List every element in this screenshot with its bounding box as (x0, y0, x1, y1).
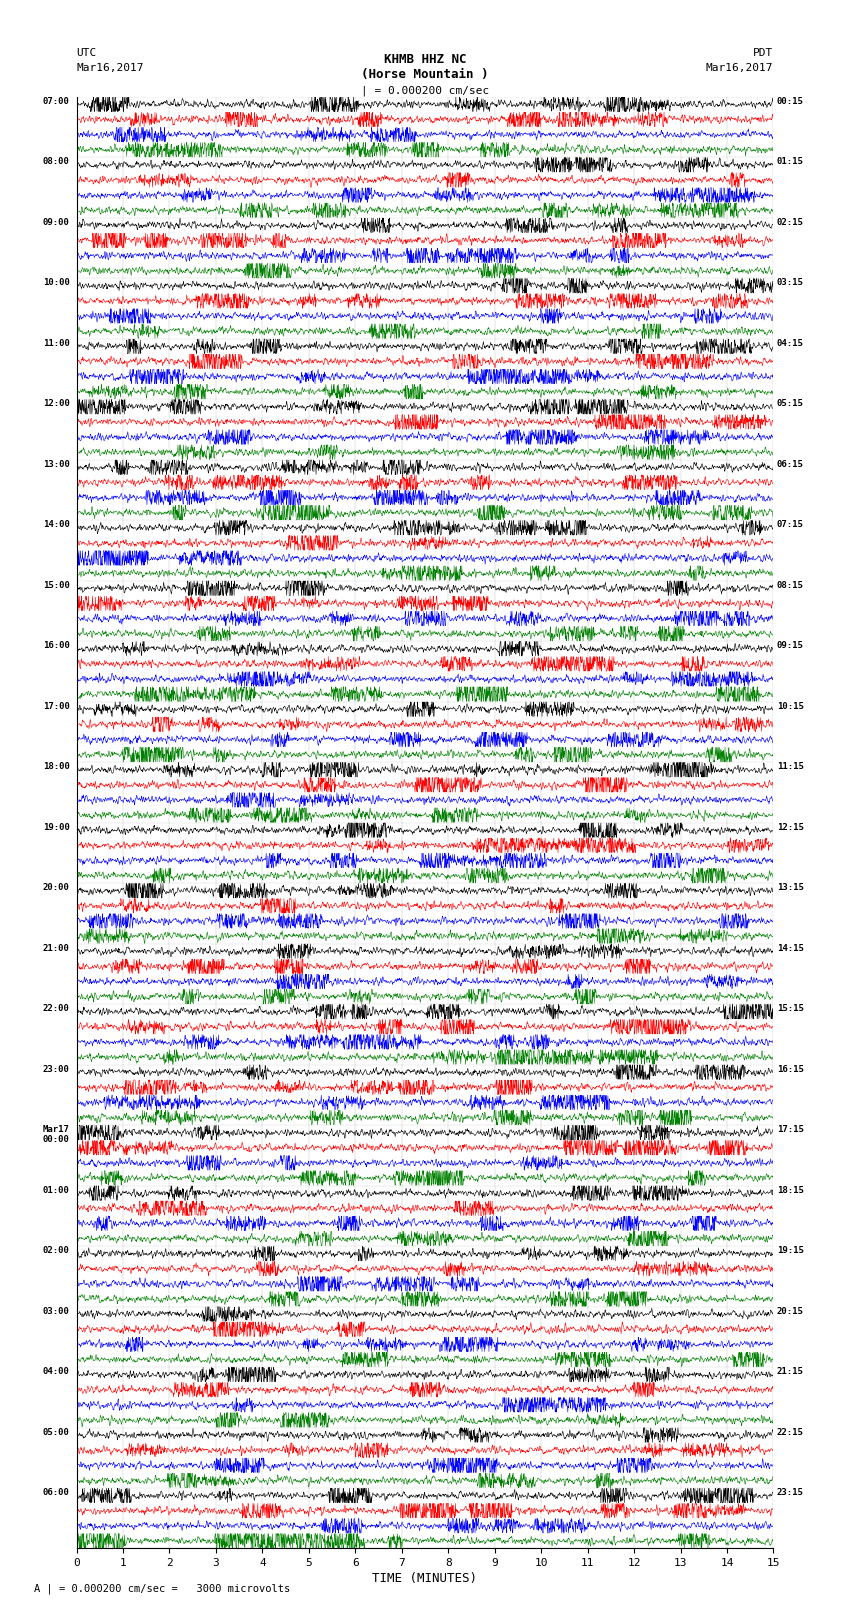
Text: 13:15: 13:15 (777, 884, 804, 892)
Text: 21:00: 21:00 (42, 944, 70, 953)
Text: 12:15: 12:15 (777, 823, 804, 832)
Text: 02:15: 02:15 (777, 218, 804, 227)
Text: (Horse Mountain ): (Horse Mountain ) (361, 68, 489, 81)
Text: 10:15: 10:15 (777, 702, 804, 711)
Text: 15:00: 15:00 (42, 581, 70, 590)
Text: Mar16,2017: Mar16,2017 (706, 63, 774, 73)
Text: 06:15: 06:15 (777, 460, 804, 469)
Text: 05:15: 05:15 (777, 400, 804, 408)
Text: 04:00: 04:00 (42, 1368, 70, 1376)
Text: 08:15: 08:15 (777, 581, 804, 590)
Text: 17:00: 17:00 (42, 702, 70, 711)
Text: 16:00: 16:00 (42, 642, 70, 650)
Text: 14:00: 14:00 (42, 521, 70, 529)
Text: 01:15: 01:15 (777, 158, 804, 166)
Text: 12:00: 12:00 (42, 400, 70, 408)
Text: 06:00: 06:00 (42, 1487, 70, 1497)
Text: 18:00: 18:00 (42, 763, 70, 771)
Text: 23:15: 23:15 (777, 1487, 804, 1497)
Text: 01:00: 01:00 (42, 1186, 70, 1195)
Text: 10:00: 10:00 (42, 279, 70, 287)
Text: 14:15: 14:15 (777, 944, 804, 953)
Text: 07:00: 07:00 (42, 97, 70, 106)
Text: 05:00: 05:00 (42, 1428, 70, 1437)
Text: 02:00: 02:00 (42, 1245, 70, 1255)
Text: 15:15: 15:15 (777, 1003, 804, 1013)
Text: 22:15: 22:15 (777, 1428, 804, 1437)
Text: 16:15: 16:15 (777, 1065, 804, 1074)
Text: 19:00: 19:00 (42, 823, 70, 832)
Text: PDT: PDT (753, 48, 774, 58)
Text: 08:00: 08:00 (42, 158, 70, 166)
Text: 23:00: 23:00 (42, 1065, 70, 1074)
Text: A | = 0.000200 cm/sec =   3000 microvolts: A | = 0.000200 cm/sec = 3000 microvolts (34, 1582, 290, 1594)
Text: | = 0.000200 cm/sec: | = 0.000200 cm/sec (361, 85, 489, 97)
Text: 20:15: 20:15 (777, 1307, 804, 1316)
Text: 03:15: 03:15 (777, 279, 804, 287)
Text: 09:00: 09:00 (42, 218, 70, 227)
Text: 18:15: 18:15 (777, 1186, 804, 1195)
Text: 13:00: 13:00 (42, 460, 70, 469)
Text: 07:15: 07:15 (777, 521, 804, 529)
Text: 22:00: 22:00 (42, 1003, 70, 1013)
Text: 11:00: 11:00 (42, 339, 70, 348)
Text: 11:15: 11:15 (777, 763, 804, 771)
Text: KHMB HHZ NC: KHMB HHZ NC (383, 53, 467, 66)
Text: 21:15: 21:15 (777, 1368, 804, 1376)
Text: 00:15: 00:15 (777, 97, 804, 106)
Text: UTC: UTC (76, 48, 97, 58)
Text: 19:15: 19:15 (777, 1245, 804, 1255)
Text: Mar17
00:00: Mar17 00:00 (42, 1126, 70, 1145)
Text: 09:15: 09:15 (777, 642, 804, 650)
Text: 03:00: 03:00 (42, 1307, 70, 1316)
Text: 20:00: 20:00 (42, 884, 70, 892)
Text: Mar16,2017: Mar16,2017 (76, 63, 144, 73)
Text: 17:15: 17:15 (777, 1126, 804, 1134)
X-axis label: TIME (MINUTES): TIME (MINUTES) (372, 1573, 478, 1586)
Text: 04:15: 04:15 (777, 339, 804, 348)
